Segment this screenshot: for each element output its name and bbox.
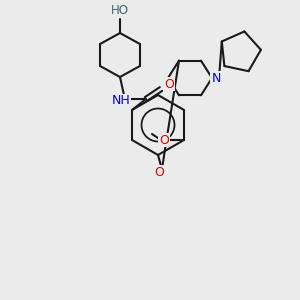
Text: O: O <box>164 77 174 91</box>
Text: O: O <box>154 166 164 178</box>
Text: N: N <box>211 71 221 85</box>
Text: HO: HO <box>111 4 129 17</box>
Text: O: O <box>154 166 164 178</box>
Text: N: N <box>211 71 221 85</box>
Text: NH: NH <box>112 94 130 107</box>
Text: O: O <box>159 134 169 146</box>
Text: HO: HO <box>111 4 129 17</box>
Text: O: O <box>159 134 169 146</box>
Text: O: O <box>164 77 174 91</box>
Text: NH: NH <box>112 94 130 107</box>
